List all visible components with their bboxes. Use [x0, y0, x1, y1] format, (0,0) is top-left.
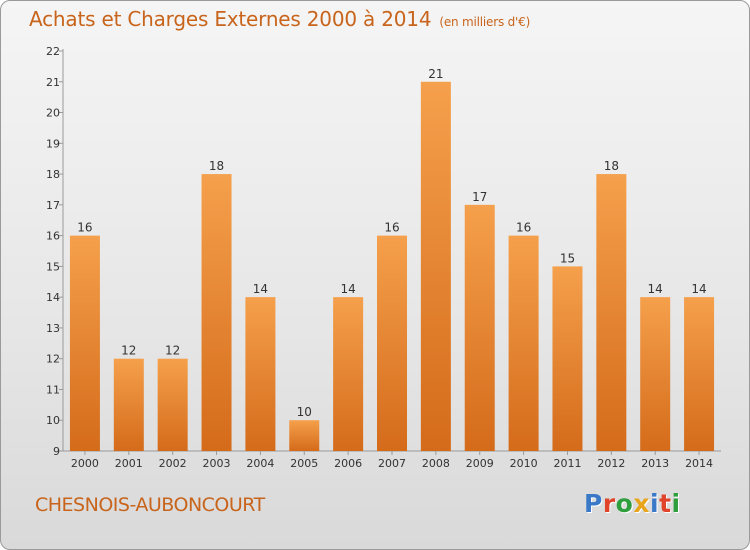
bar: [201, 174, 232, 452]
y-tick-label: 18: [46, 168, 60, 181]
x-tick-label: 2010: [510, 457, 538, 470]
data-label: 12: [121, 344, 136, 358]
data-label: 17: [472, 190, 487, 204]
x-tick-label: 2007: [378, 457, 406, 470]
logo-letter: r: [602, 489, 616, 518]
logo-letter: i: [671, 489, 681, 518]
bar: [420, 81, 451, 452]
y-tick-label: 17: [46, 199, 60, 212]
bar: [596, 174, 627, 452]
y-tick-label: 10: [46, 414, 60, 427]
bar: [464, 204, 495, 451]
y-tick-label: 11: [46, 383, 60, 396]
bar: [289, 420, 320, 451]
bar: [245, 297, 276, 451]
chart-title: Achats et Charges Externes 2000 à 2014 (e…: [29, 7, 530, 31]
bar: [552, 266, 583, 451]
bar: [377, 235, 407, 451]
data-label: 12: [165, 344, 180, 358]
logo-letter: o: [615, 489, 634, 518]
y-tick-label: 14: [46, 291, 60, 304]
y-tick-label: 20: [46, 107, 60, 120]
x-tick-label: 2009: [466, 457, 494, 470]
y-tick-label: 12: [46, 353, 60, 366]
data-label: 16: [516, 221, 531, 235]
bar: [684, 297, 715, 451]
bar: [69, 235, 100, 451]
bar: [640, 297, 671, 451]
y-tick-label: 13: [46, 322, 60, 335]
x-tick-label: 2006: [334, 457, 362, 470]
x-tick-label: 2003: [203, 457, 231, 470]
bar: [508, 235, 539, 451]
chart-unit: (en milliers d'€): [439, 15, 531, 29]
data-label: 14: [253, 282, 268, 296]
y-tick-label: 9: [53, 445, 60, 458]
data-label: 15: [560, 251, 575, 265]
y-tick-label: 21: [46, 76, 60, 89]
data-label: 16: [77, 221, 92, 235]
data-label: 14: [340, 282, 355, 296]
x-tick-label: 2002: [159, 457, 187, 470]
x-tick-label: 2011: [553, 457, 581, 470]
data-label: 18: [209, 159, 224, 173]
y-tick-label: 22: [46, 45, 60, 58]
data-label: 21: [428, 67, 443, 81]
logo-letter: i: [650, 489, 660, 518]
data-label: 10: [297, 405, 312, 419]
data-label: 14: [648, 282, 663, 296]
chart-title-text: Achats et Charges Externes 2000 à 2014: [29, 7, 432, 31]
x-tick-label: 2013: [641, 457, 669, 470]
x-tick-label: 2012: [597, 457, 625, 470]
bar: [333, 297, 364, 451]
proxiti-logo: Proxiti: [584, 489, 681, 518]
logo-letter: t: [659, 489, 672, 518]
x-tick-label: 2001: [115, 457, 143, 470]
bar: [157, 358, 188, 451]
bar: [113, 358, 144, 451]
x-tick-label: 2008: [422, 457, 450, 470]
y-tick-label: 15: [46, 260, 60, 273]
logo-letter: P: [584, 489, 603, 518]
data-label: 16: [384, 221, 399, 235]
commune-name: CHESNOIS-AUBONCOURT: [35, 494, 265, 516]
x-tick-label: 2005: [290, 457, 318, 470]
y-tick-label: 19: [46, 137, 60, 150]
y-tick-label: 16: [46, 230, 60, 243]
data-label: 14: [691, 282, 706, 296]
x-tick-label: 2000: [71, 457, 99, 470]
data-label: 18: [604, 159, 619, 173]
x-tick-label: 2004: [246, 457, 274, 470]
logo-letter: x: [633, 489, 650, 518]
x-tick-label: 2014: [685, 457, 713, 470]
